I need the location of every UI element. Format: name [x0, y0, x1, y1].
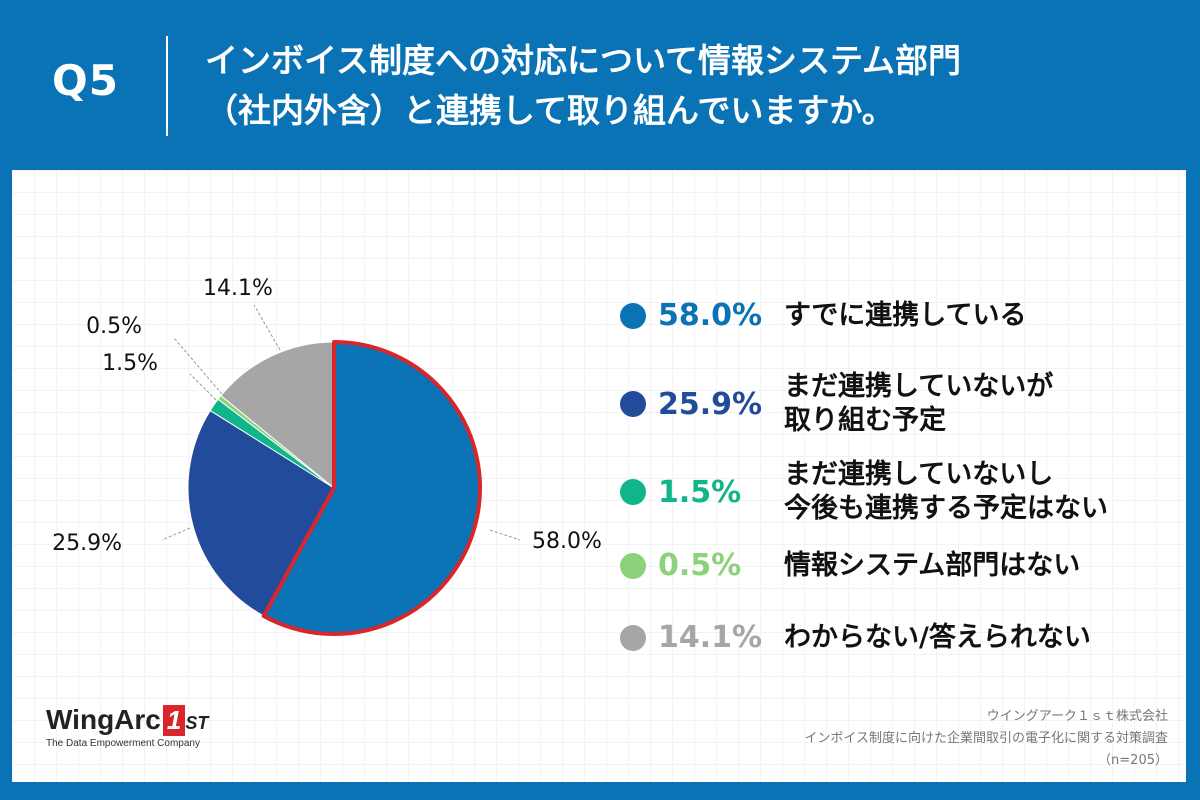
pie-value-label-3: 1.5% — [102, 351, 158, 376]
logo-brand-suffix: ST — [185, 713, 209, 733]
source-note: ウイングアーク１ｓｔ株式会社 インボイス制度に向けた企業間取引の電子化に関する対… — [804, 706, 1168, 772]
logo-brand: WingArc — [46, 704, 161, 735]
legend-dot-icon — [620, 624, 646, 651]
legend-label: 情報システム部門はない — [784, 549, 1081, 581]
pie-slice-5 — [220, 341, 335, 490]
logo-brand-mark: 1 — [162, 705, 186, 736]
pie-chart: 58.0% 25.9% 1.5% 0.5% 14.1% — [52, 276, 602, 636]
legend-item-1: 58.0% すでに連携している — [620, 298, 1026, 333]
leader-line-4 — [173, 337, 223, 395]
legend-dot-icon — [620, 302, 646, 329]
wingarc-logo: WingArc 1 ST The Data Empowerment Company — [46, 704, 208, 749]
pie-value-label-4: 0.5% — [86, 314, 142, 339]
legend-item-4: 0.5% 情報システム部門はない — [620, 548, 1080, 583]
pie-slice-2 — [187, 409, 335, 617]
question-line-2: （社内外含）と連携して取り組んでいますか。 — [205, 91, 895, 130]
legend-percent: 58.0% — [658, 298, 763, 333]
legend-label: わからない/答えられない — [784, 621, 1091, 653]
leader-line-3 — [189, 373, 217, 401]
header: Q5 インボイス制度への対応について情報システム部門 （社内外含）と連携して取り… — [0, 0, 1200, 170]
legend-label: まだ連携していないが 取り組む予定 — [784, 371, 1054, 436]
source-sample: （n=205） — [1098, 753, 1168, 768]
legend-item-3: 1.5% まだ連携していないし 今後も連携する予定はない — [620, 458, 1108, 526]
chart-card: 58.0% 25.9% 1.5% 0.5% 14.1% 58.0% すでに連携している 25… — [12, 170, 1186, 782]
pie-value-label-2: 25.9% — [52, 531, 122, 556]
question-text: インボイス制度への対応について情報システム部門 （社内外含）と連携して取り組んで… — [205, 36, 1165, 136]
legend-percent: 0.5% — [658, 548, 742, 583]
leader-line-1 — [489, 529, 521, 541]
legend-label: すでに連携している — [784, 299, 1027, 331]
leader-line-5 — [253, 304, 281, 351]
question-number: Q5 — [52, 56, 119, 105]
logo-tagline: The Data Empowerment Company — [46, 738, 200, 749]
legend-percent: 1.5% — [658, 474, 742, 510]
legend-item-5: 14.1% わからない/答えられない — [620, 620, 1091, 655]
source-survey: インボイス制度に向けた企業間取引の電子化に関する対策調査 — [804, 731, 1168, 746]
legend-dot-icon — [620, 552, 646, 579]
header-divider — [166, 36, 168, 136]
legend-dot-icon — [620, 391, 646, 417]
pie-value-label-1: 58.0% — [532, 529, 602, 554]
legend-percent: 25.9% — [658, 386, 763, 422]
legend-label: まだ連携していないし 今後も連携する予定はない — [784, 459, 1108, 524]
legend-dot-icon — [620, 479, 646, 505]
source-company: ウイングアーク１ｓｔ株式会社 — [986, 709, 1168, 724]
question-line-1: インボイス制度への対応について情報システム部門 — [205, 41, 962, 80]
pie-value-label-5: 14.1% — [203, 276, 273, 301]
legend-item-2: 25.9% まだ連携していないが 取り組む予定 — [620, 370, 1053, 438]
leader-line-2 — [161, 527, 191, 541]
pie-highlight-border — [261, 340, 482, 636]
legend-percent: 14.1% — [658, 620, 763, 655]
